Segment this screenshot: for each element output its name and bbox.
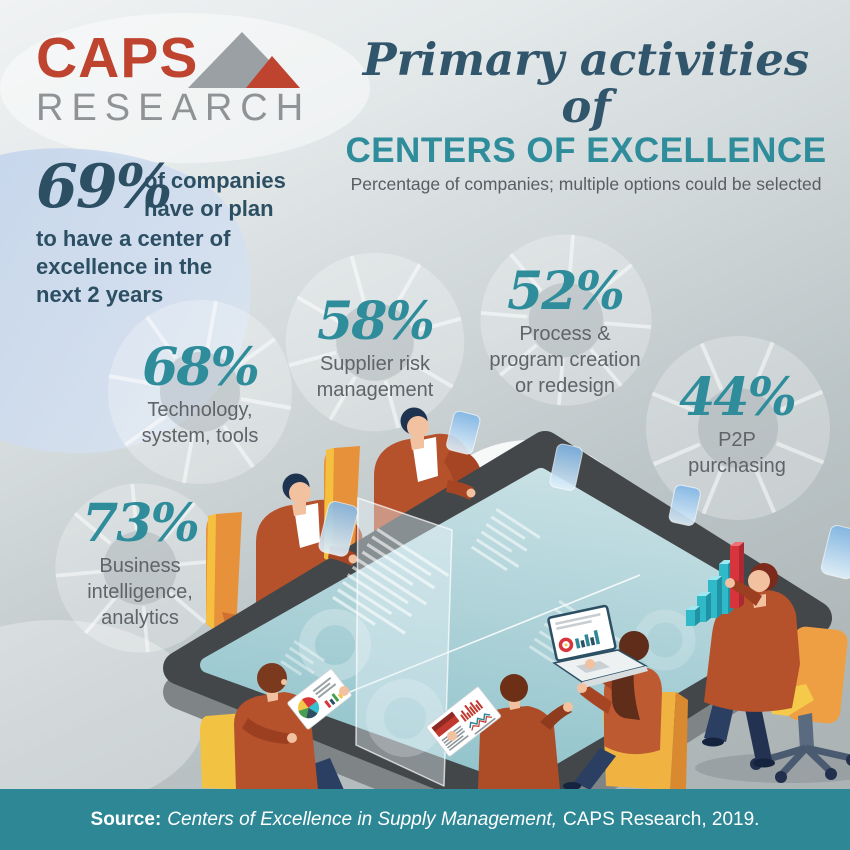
stat-technology: 68% Technology, system, tools	[95, 342, 305, 449]
source-work: Centers of Excellence in Supply Manageme…	[167, 808, 557, 830]
logo-caps-text: CAPS	[36, 26, 199, 90]
highlight-line: to have a center of	[36, 226, 231, 251]
logo-backdrop-blob	[0, 13, 370, 163]
pane-text-lines	[332, 528, 450, 635]
person-document-center	[426, 674, 573, 790]
highlight-line: have or plan	[144, 196, 274, 221]
person-woman-laptop	[547, 604, 688, 790]
highlight-line: excellence in the	[36, 254, 213, 279]
stat-value: 52%	[507, 261, 625, 322]
highlight-value: 69%	[36, 152, 173, 222]
screen-text-lines	[280, 640, 326, 676]
stat-label: Technology, system, tools	[141, 399, 259, 447]
stat-value: 58%	[317, 291, 435, 352]
caps-research-logo: CAPS RESEARCH	[36, 26, 336, 129]
stat-label: Business intelligence, analytics	[87, 555, 193, 629]
laptop-icon	[547, 604, 648, 688]
logo-research-text: RESEARCH	[36, 87, 312, 129]
screen-donut-icon	[366, 679, 444, 757]
screen-grid-line	[329, 574, 641, 701]
hand	[348, 554, 358, 564]
page-title: CENTERS OF EXCELLENCE	[345, 130, 827, 170]
source-label: Source:	[90, 808, 162, 830]
glass-divider-pane	[332, 497, 453, 787]
mountain-icon	[188, 32, 300, 88]
highlight-line: next 2 years	[36, 282, 164, 307]
hand	[466, 488, 476, 498]
screen-text-lines	[470, 508, 541, 572]
stat-label: Process & program creation or redesign	[489, 323, 641, 397]
chair-side	[670, 692, 688, 790]
highlight-line: of companies	[144, 168, 286, 193]
stat-label: P2P purchasing	[688, 429, 786, 477]
header: Primary activities of CENTERS OF EXCELLE…	[336, 36, 836, 195]
source-rest: CAPS Research, 2019.	[563, 808, 760, 830]
stat-p2p-purchasing: 44% P2P purchasing	[632, 372, 842, 479]
floating-glass-panels	[318, 410, 850, 580]
person-standing-chart	[686, 542, 850, 783]
floor-shadow	[695, 753, 850, 783]
stat-label: Supplier risk management	[316, 353, 434, 401]
subtitle: Percentage of companies; multiple option…	[350, 174, 822, 195]
stat-value: 44%	[679, 367, 797, 428]
stat-value: 68%	[142, 337, 260, 398]
corner-blob	[0, 620, 205, 810]
stat-business-intelligence: 73% Business intelligence, analytics	[35, 498, 245, 631]
source-bar: Source: Centers of Excellence in Supply …	[0, 789, 850, 850]
stat-value: 73%	[82, 493, 200, 554]
title-script: Primary activities of	[362, 33, 810, 134]
pie-chart-document-icon	[287, 668, 352, 730]
stat-process-creation: 52% Process & program creation or redesign	[460, 266, 670, 399]
person-document-left	[200, 663, 352, 790]
stat-supplier-risk: 58% Supplier risk management	[270, 296, 480, 403]
